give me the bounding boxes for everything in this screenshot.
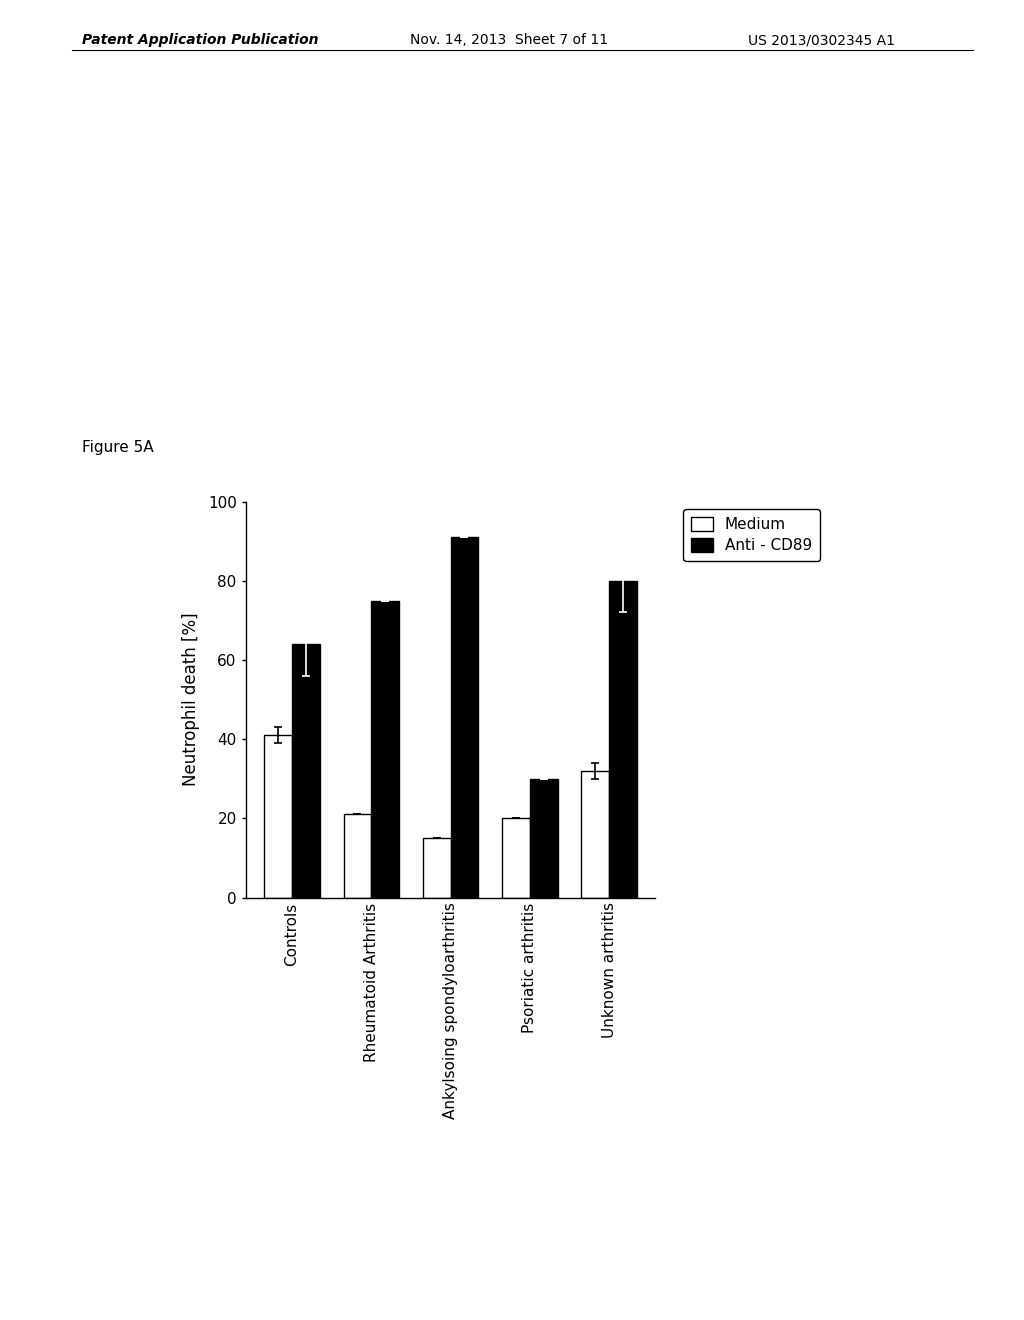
Bar bbox=[264, 735, 292, 898]
Bar bbox=[423, 838, 451, 898]
Text: Nov. 14, 2013  Sheet 7 of 11: Nov. 14, 2013 Sheet 7 of 11 bbox=[410, 33, 607, 48]
Bar bbox=[502, 818, 529, 898]
Text: Patent Application Publication: Patent Application Publication bbox=[82, 33, 318, 48]
Legend: Medium, Anti - CD89: Medium, Anti - CD89 bbox=[683, 510, 819, 561]
Bar bbox=[582, 771, 609, 898]
Bar bbox=[451, 537, 478, 898]
Bar bbox=[372, 601, 399, 898]
Bar bbox=[292, 644, 319, 898]
Bar bbox=[609, 581, 637, 898]
Y-axis label: Neutrophil death [%]: Neutrophil death [%] bbox=[181, 612, 200, 787]
Text: US 2013/0302345 A1: US 2013/0302345 A1 bbox=[748, 33, 895, 48]
Bar bbox=[344, 814, 372, 898]
Bar bbox=[529, 779, 557, 898]
Text: Figure 5A: Figure 5A bbox=[82, 441, 154, 455]
